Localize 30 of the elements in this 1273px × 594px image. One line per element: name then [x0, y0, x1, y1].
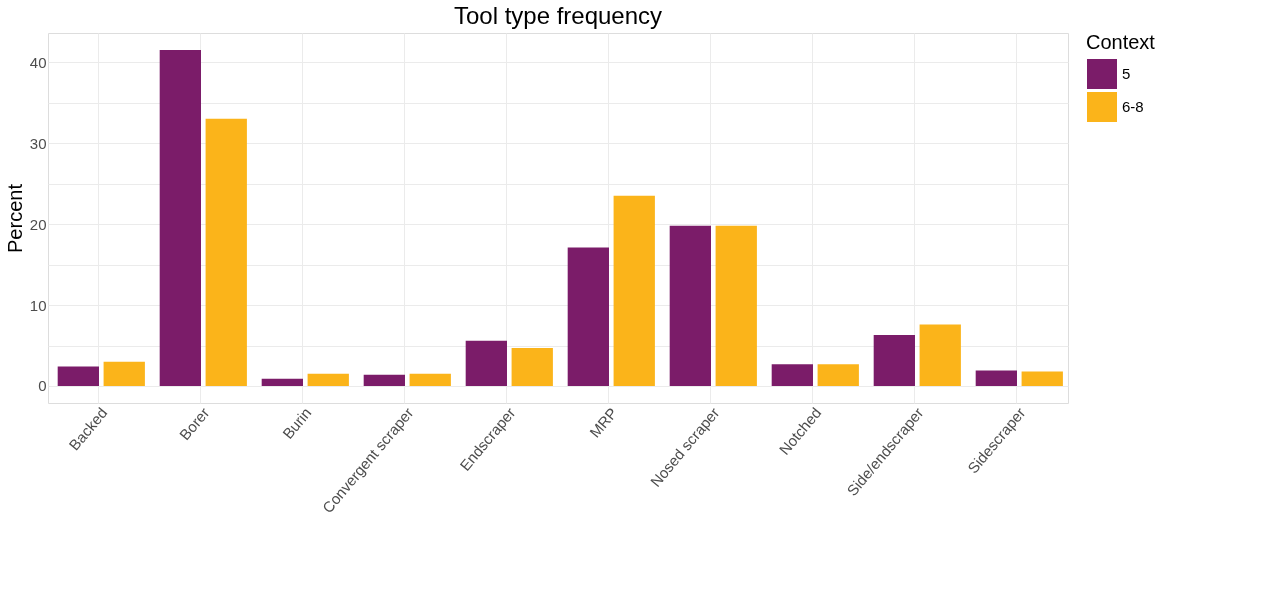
y-axis-title: Percent	[3, 183, 26, 253]
bar	[57, 366, 99, 386]
y-tick-label: 0	[38, 377, 47, 395]
legend-label: 5	[1122, 65, 1131, 82]
bar	[307, 373, 349, 386]
bar	[873, 334, 915, 386]
chart-title: Tool type frequency	[453, 2, 663, 29]
bar	[1021, 371, 1063, 386]
bar	[817, 364, 859, 386]
bar	[669, 225, 711, 386]
bar	[613, 195, 655, 386]
bar	[919, 324, 961, 386]
bar	[409, 373, 451, 386]
bar	[103, 361, 145, 386]
bar	[261, 378, 303, 386]
y-tick-label: 40	[29, 53, 47, 71]
legend-title: Context	[1086, 31, 1156, 53]
legend-label: 6-8	[1122, 98, 1144, 115]
bar	[771, 364, 813, 386]
bar	[975, 370, 1017, 386]
y-tick-label: 30	[29, 134, 47, 152]
bar	[567, 247, 609, 386]
bar	[715, 225, 757, 386]
y-tick-label: 10	[29, 296, 47, 314]
bar	[465, 340, 507, 386]
bar	[363, 374, 405, 386]
bar	[205, 118, 247, 386]
bar	[511, 347, 553, 386]
bar	[159, 50, 201, 386]
y-tick-label: 20	[29, 215, 47, 233]
